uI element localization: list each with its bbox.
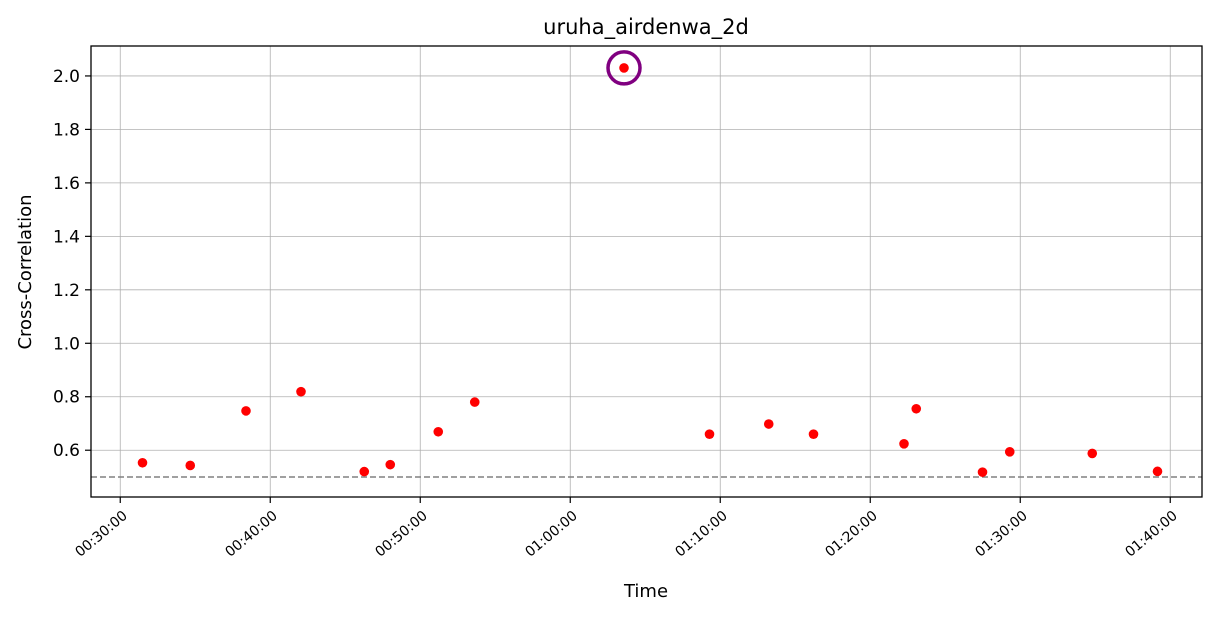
data-point bbox=[137, 457, 148, 468]
y-tick-label: 0.6 bbox=[53, 441, 80, 461]
data-point bbox=[808, 429, 819, 439]
y-tick-label: 1.2 bbox=[53, 281, 80, 301]
data-point bbox=[911, 403, 922, 414]
x-tick-label: 01:00:00 bbox=[522, 508, 580, 561]
data-point bbox=[433, 426, 444, 437]
grid bbox=[91, 46, 1202, 497]
data-point bbox=[385, 459, 396, 470]
x-tick-label: 01:30:00 bbox=[972, 508, 1030, 561]
y-tick-label: 1.6 bbox=[53, 174, 80, 194]
data-point bbox=[359, 466, 370, 477]
highlight-group bbox=[606, 50, 642, 86]
x-tick-label: 00:30:00 bbox=[72, 508, 130, 561]
x-tick-label: 01:20:00 bbox=[822, 508, 880, 561]
y-axis-label: Cross-Correlation bbox=[15, 194, 36, 349]
y-tick-label: 0.8 bbox=[53, 388, 80, 408]
data-point bbox=[899, 438, 909, 449]
data-point bbox=[977, 467, 988, 477]
data-point bbox=[704, 429, 715, 439]
data-points bbox=[137, 63, 1163, 477]
x-tick-label: 00:40:00 bbox=[222, 508, 280, 561]
y-tick-label: 1.8 bbox=[53, 120, 80, 140]
data-point bbox=[1004, 447, 1015, 457]
data-point bbox=[1087, 448, 1098, 459]
plot-area bbox=[90, 45, 1203, 498]
x-tick-label: 00:50:00 bbox=[372, 508, 430, 561]
data-point bbox=[469, 397, 480, 407]
highlight-ring bbox=[606, 50, 642, 86]
x-axis-ticks: 00:30:00 00:40:00 00:50:00 01:00:00 01:10:00… bbox=[72, 497, 1181, 561]
x-tick-label: 01:10:00 bbox=[672, 508, 730, 561]
data-point bbox=[296, 386, 306, 397]
y-tick-label: 2.0 bbox=[53, 67, 80, 87]
y-tick-label: 1.0 bbox=[53, 334, 80, 354]
data-point bbox=[763, 419, 774, 429]
x-axis-label: Time bbox=[623, 581, 668, 602]
y-axis-ticks: 0.6 0.8 1.0 1.2 1.4 1.6 1.8 2.0 bbox=[53, 67, 91, 461]
data-point bbox=[619, 63, 629, 73]
chart-title: uruha_airdenwa_2d bbox=[543, 15, 749, 40]
y-tick-label: 1.4 bbox=[53, 227, 80, 247]
data-point bbox=[241, 406, 251, 416]
data-point bbox=[1152, 466, 1163, 477]
data-point bbox=[185, 460, 196, 471]
x-tick-label: 01:40:00 bbox=[1122, 508, 1180, 561]
